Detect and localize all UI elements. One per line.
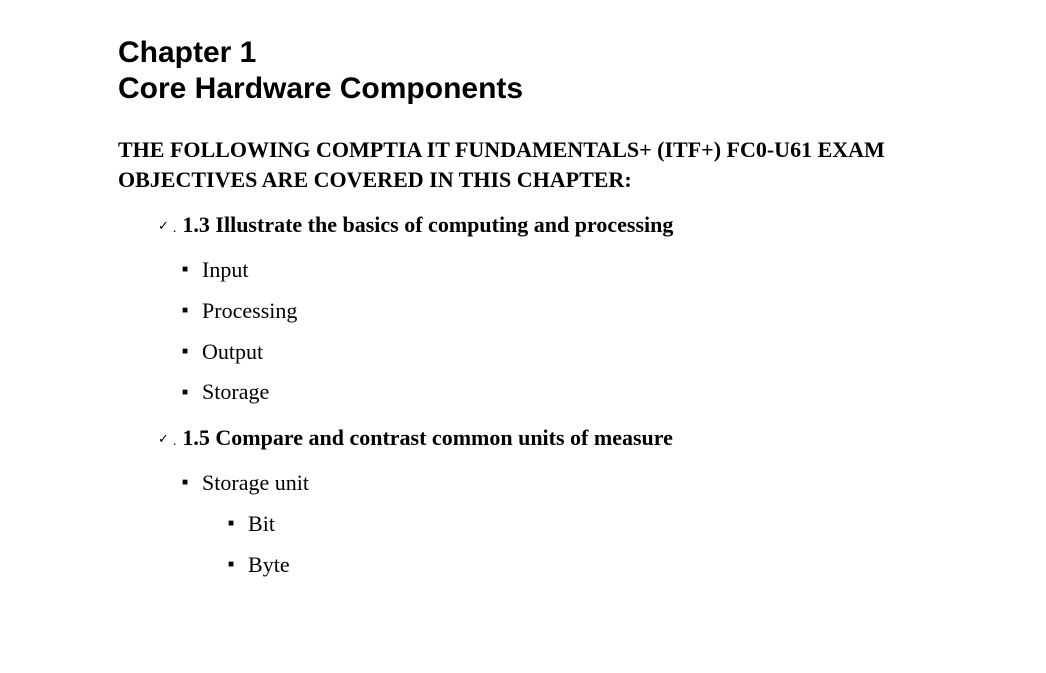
objective-block: ✓. 1.3 Illustrate the basics of computing… bbox=[118, 212, 986, 413]
chapter-title: Core Hardware Components bbox=[118, 71, 986, 107]
separator-dot: . bbox=[173, 434, 177, 450]
list-item-label: Storage unit bbox=[202, 463, 309, 504]
objective-header: ✓. 1.3 Illustrate the basics of computing… bbox=[158, 212, 986, 238]
list-item-label: Storage bbox=[202, 372, 269, 413]
objective-items: Processing bbox=[182, 291, 986, 332]
list-item: Output bbox=[182, 332, 986, 373]
objective-items: Input bbox=[182, 250, 986, 291]
list-item: Bit bbox=[228, 504, 986, 545]
chapter-number: Chapter 1 bbox=[118, 35, 986, 71]
list-item: Storage unit bbox=[182, 463, 986, 504]
objective-title: 1.3 Illustrate the basics of computing a… bbox=[182, 212, 673, 238]
list-item: Storage bbox=[182, 372, 986, 413]
objective-header: ✓. 1.5 Compare and contrast common units … bbox=[158, 425, 986, 451]
objectives-container: ✓. 1.3 Illustrate the basics of computing… bbox=[118, 212, 986, 585]
list-item-label: Input bbox=[202, 250, 248, 291]
list-item: Input bbox=[182, 250, 986, 291]
objective-subitems: BitByte bbox=[228, 504, 986, 585]
objective-items: Storage bbox=[182, 372, 986, 413]
list-item-label: Output bbox=[202, 332, 263, 373]
list-item: Processing bbox=[182, 291, 986, 332]
list-item-label: Processing bbox=[202, 291, 297, 332]
list-item: Byte bbox=[228, 545, 986, 586]
intro-text: THE FOLLOWING COMPTIA IT FUNDAMENTALS+ (… bbox=[118, 135, 986, 194]
checkmark-icon: ✓ bbox=[158, 431, 169, 447]
list-item-label: Byte bbox=[248, 545, 290, 586]
objective-items: Output bbox=[182, 332, 986, 373]
objective-block: ✓. 1.5 Compare and contrast common units … bbox=[118, 425, 986, 585]
chapter-header: Chapter 1 Core Hardware Components bbox=[118, 35, 986, 107]
separator-dot: . bbox=[173, 221, 177, 237]
checkmark-icon: ✓ bbox=[158, 218, 169, 234]
list-item-label: Bit bbox=[248, 504, 275, 545]
objective-title: 1.5 Compare and contrast common units of… bbox=[182, 425, 673, 451]
objective-items: Storage unit bbox=[182, 463, 986, 504]
